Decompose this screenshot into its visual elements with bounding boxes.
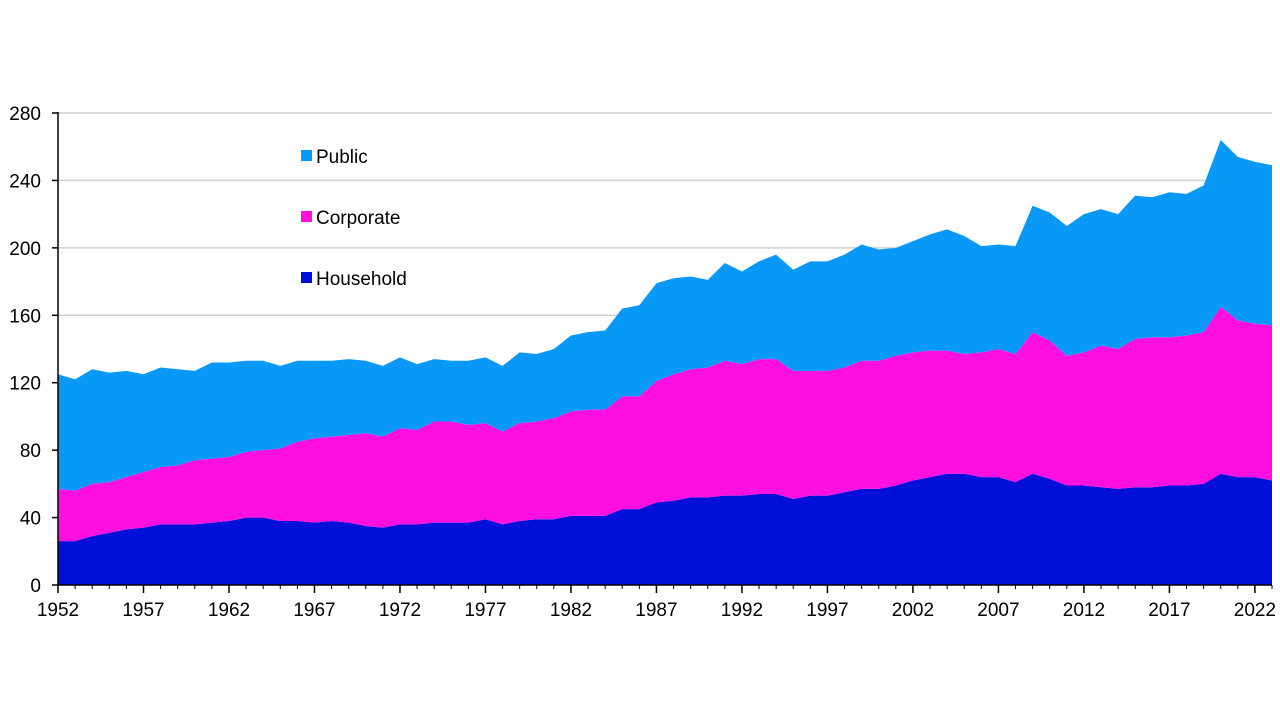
- x-tick-label-1977: 1977: [464, 600, 506, 621]
- legend: Public Corporate Household: [301, 147, 407, 290]
- legend-item-household: Household: [301, 269, 407, 290]
- area-corporate: [58, 306, 1272, 542]
- legend-label-corporate: Corporate: [316, 208, 401, 229]
- x-tick-label-2012: 2012: [1063, 600, 1105, 621]
- legend-swatch-household: [301, 272, 312, 283]
- y-tick-label-200: 200: [9, 239, 41, 260]
- y-tick-label-240: 240: [9, 171, 41, 192]
- x-tick-label-1992: 1992: [721, 600, 763, 621]
- axes: 0 40 80 120 160 200 240 280 1952 1957 1962 1967 1972…: [9, 104, 1276, 621]
- x-tick-label-1967: 1967: [293, 600, 335, 621]
- x-tick-label-1972: 1972: [379, 600, 421, 621]
- legend-swatch-corporate: [301, 211, 312, 222]
- y-tick-label-0: 0: [30, 576, 41, 597]
- x-tick-label-2007: 2007: [977, 600, 1019, 621]
- legend-swatch-public: [301, 150, 312, 161]
- legend-item-public: Public: [301, 147, 368, 168]
- y-tick-label-160: 160: [9, 306, 41, 327]
- legend-item-corporate: Corporate: [301, 208, 401, 229]
- legend-label-household: Household: [316, 269, 407, 290]
- x-tick-label-1957: 1957: [122, 600, 164, 621]
- area-series-group: [58, 139, 1272, 585]
- y-tick-label-280: 280: [9, 104, 41, 125]
- x-tick-label-2022: 2022: [1234, 600, 1276, 621]
- x-tick-label-1982: 1982: [550, 600, 592, 621]
- area-public: [58, 139, 1272, 491]
- x-tick-label-1952: 1952: [37, 600, 79, 621]
- y-tick-label-40: 40: [20, 509, 41, 530]
- x-tick-label-2002: 2002: [892, 600, 934, 621]
- area-household: [58, 473, 1272, 585]
- x-tick-label-1997: 1997: [806, 600, 848, 621]
- legend-label-public: Public: [316, 147, 368, 168]
- x-tick-label-2017: 2017: [1148, 600, 1190, 621]
- y-tick-label-80: 80: [20, 441, 41, 462]
- x-tick-label-1987: 1987: [635, 600, 677, 621]
- x-tick-label-1962: 1962: [208, 600, 250, 621]
- y-tick-label-120: 120: [9, 374, 41, 395]
